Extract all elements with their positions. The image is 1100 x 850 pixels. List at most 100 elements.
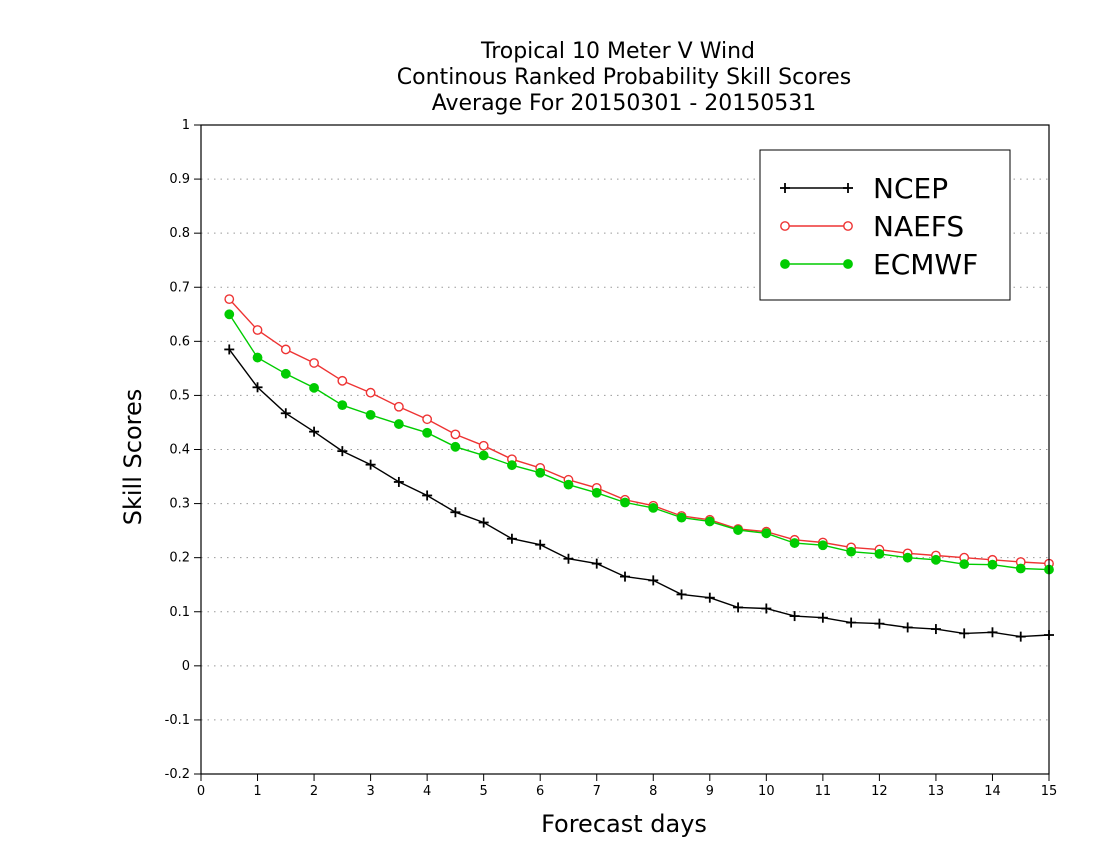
ecmwf-point bbox=[280, 368, 291, 379]
ncep-point bbox=[648, 575, 659, 586]
ecmwf-point bbox=[478, 450, 489, 461]
legend-marker bbox=[843, 259, 853, 269]
x-tick-label: 15 bbox=[1041, 784, 1058, 799]
y-axis-label: Skill Scores bbox=[119, 389, 147, 526]
x-tick-label: 10 bbox=[758, 784, 775, 799]
ncep-point bbox=[252, 382, 263, 393]
ecmwf-point bbox=[704, 516, 715, 527]
ncep-point bbox=[422, 490, 433, 501]
naefs-point bbox=[309, 358, 319, 368]
ecmwf-point bbox=[902, 552, 913, 563]
naefs-point bbox=[280, 344, 291, 355]
y-tick-label: 0.9 bbox=[169, 172, 190, 187]
y-tick-label: 0.8 bbox=[169, 226, 190, 241]
legend-marker bbox=[843, 183, 853, 193]
ncep-point bbox=[733, 602, 744, 613]
ncep-point bbox=[987, 627, 998, 638]
naefs-point bbox=[393, 401, 404, 412]
ecmwf-point bbox=[761, 528, 772, 539]
ncep-point bbox=[280, 408, 291, 419]
legend-marker bbox=[843, 221, 853, 231]
legend-label-ncep: NCEP bbox=[873, 172, 948, 205]
chart-title-line-1: Tropical 10 Meter V Wind bbox=[480, 39, 755, 64]
x-axis-ticks: 0 1 2 3 4 5 6 7 8 9 10 11 12 13 14 15 bbox=[197, 774, 1057, 799]
x-tick-label: 2 bbox=[310, 784, 318, 799]
x-tick-label: 8 bbox=[649, 784, 657, 799]
y-tick-label: 0 bbox=[182, 659, 190, 674]
series-ecmwf bbox=[224, 309, 1054, 575]
ecmwf-point bbox=[535, 467, 546, 478]
ecmwf-point bbox=[846, 546, 857, 557]
ncep-point bbox=[874, 618, 885, 629]
ncep-point bbox=[817, 612, 828, 623]
x-tick-label: 0 bbox=[197, 784, 205, 799]
ecmwf-point bbox=[931, 554, 941, 565]
x-tick-label: 3 bbox=[366, 784, 374, 799]
legend-marker bbox=[780, 221, 790, 231]
ncep-point bbox=[506, 533, 517, 544]
ncep-point bbox=[224, 344, 235, 355]
ecmwf-point bbox=[224, 309, 235, 320]
legend-item-naefs: NAEFS bbox=[780, 210, 964, 243]
naefs-line bbox=[228, 298, 1050, 565]
x-tick-label: 11 bbox=[815, 784, 832, 799]
ecmwf-point bbox=[733, 525, 743, 535]
ecmwf-point bbox=[817, 540, 828, 551]
legend-item-ncep: NCEP bbox=[780, 172, 948, 205]
naefs-point bbox=[224, 294, 235, 305]
ecmwf-point bbox=[309, 382, 319, 393]
y-tick-label: -0.1 bbox=[165, 713, 190, 728]
ncep-point bbox=[478, 517, 489, 528]
y-tick-label: 0.4 bbox=[169, 443, 190, 458]
ecmwf-point bbox=[252, 352, 263, 363]
legend-box bbox=[759, 149, 1011, 301]
x-tick-label: 6 bbox=[536, 784, 544, 799]
y-tick-label: 0.5 bbox=[169, 388, 190, 403]
y-tick-label: 0.3 bbox=[169, 497, 190, 512]
ncep-point bbox=[563, 553, 574, 564]
x-tick-label: 7 bbox=[593, 784, 601, 799]
ncep-line bbox=[228, 348, 1050, 638]
legend-item-ecmwf: ECMWF bbox=[780, 248, 978, 281]
naefs-point bbox=[422, 414, 433, 425]
y-tick-label: 0.1 bbox=[169, 605, 190, 620]
ecmwf-point bbox=[620, 497, 630, 508]
plot-frame bbox=[200, 124, 1050, 775]
ncep-point bbox=[902, 622, 913, 633]
ecmwf-point bbox=[987, 559, 998, 570]
ncep-point bbox=[789, 611, 800, 622]
x-tick-label: 12 bbox=[871, 784, 888, 799]
legend-label-naefs: NAEFS bbox=[873, 210, 964, 243]
y-axis-ticks: -0.2 -0.1 0 0.1 0.2 0.3 0.4 0.5 0.6 0.7 0.8 0.9 1 bbox=[165, 118, 201, 782]
ecmwf-point bbox=[648, 503, 659, 513]
ncep-point bbox=[959, 628, 970, 639]
y-tick-label: 0.6 bbox=[169, 334, 190, 349]
series-ncep bbox=[224, 344, 1054, 642]
ncep-point bbox=[535, 539, 546, 550]
chart-title-line-2: Continous Ranked Probability Skill Score… bbox=[397, 65, 851, 90]
ncep-point bbox=[365, 459, 376, 470]
x-tick-label: 14 bbox=[984, 784, 1001, 799]
ncep-point bbox=[450, 507, 461, 518]
x-tick-label: 1 bbox=[253, 784, 261, 799]
ecmwf-point bbox=[450, 441, 461, 452]
ecmwf-point bbox=[337, 400, 348, 411]
naefs-point bbox=[450, 429, 461, 440]
ncep-point bbox=[676, 589, 687, 600]
y-tick-label: -0.2 bbox=[165, 767, 190, 782]
series-naefs bbox=[224, 294, 1054, 569]
ecmwf-point bbox=[591, 487, 602, 498]
ncep-point bbox=[1015, 631, 1026, 642]
ecmwf-point bbox=[563, 479, 574, 490]
ncep-point bbox=[620, 571, 630, 582]
ecmwf-point bbox=[959, 559, 970, 570]
x-tick-label: 13 bbox=[928, 784, 945, 799]
x-axis-label: Forecast days bbox=[541, 810, 707, 838]
ecmwf-point bbox=[507, 460, 517, 471]
x-tick-label: 4 bbox=[423, 784, 431, 799]
ncep-point bbox=[930, 624, 941, 635]
naefs-point bbox=[337, 375, 348, 386]
ncep-point bbox=[704, 592, 715, 603]
ecmwf-point bbox=[1015, 563, 1026, 574]
